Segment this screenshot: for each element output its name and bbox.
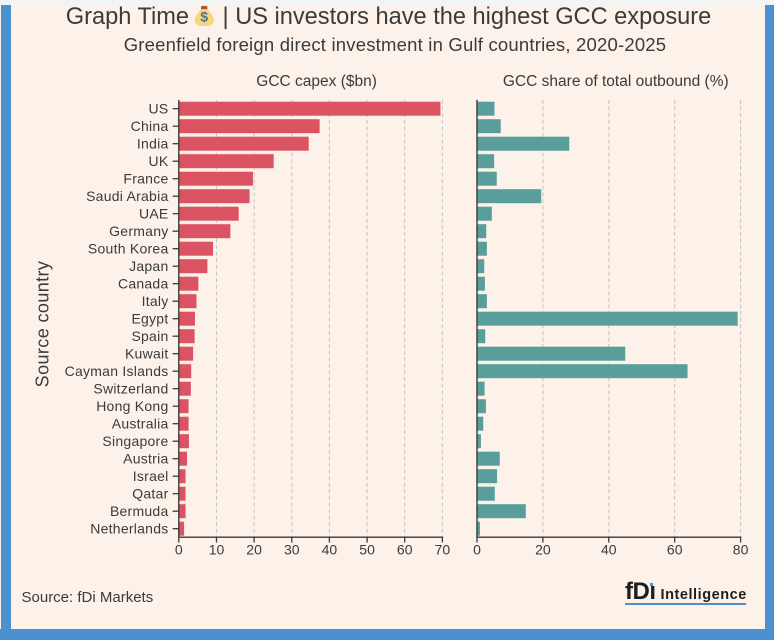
- svg-text:40: 40: [322, 542, 338, 558]
- svg-text:Kuwait: Kuwait: [125, 345, 169, 361]
- svg-text:GCC share of total outbound (%: GCC share of total outbound (%): [503, 73, 729, 90]
- svg-text:Israel: Israel: [133, 468, 169, 484]
- svg-text:Italy: Italy: [142, 293, 169, 309]
- svg-text:Hong Kong: Hong Kong: [96, 398, 168, 414]
- svg-text:20: 20: [535, 542, 551, 558]
- svg-text:30: 30: [284, 542, 300, 558]
- svg-text:Japan: Japan: [129, 258, 168, 274]
- svg-text:60: 60: [397, 542, 413, 558]
- svg-text:China: China: [131, 118, 169, 134]
- svg-text:20: 20: [246, 542, 262, 558]
- svg-text:Source country: Source country: [33, 261, 53, 388]
- svg-text:10: 10: [209, 542, 225, 558]
- svg-text:Singapore: Singapore: [102, 433, 168, 449]
- svg-text:France: France: [123, 170, 168, 186]
- svg-text:0: 0: [473, 542, 481, 558]
- svg-text:UK: UK: [149, 153, 169, 169]
- svg-text:Australia: Australia: [112, 415, 169, 431]
- svg-text:UAE: UAE: [139, 205, 169, 221]
- svg-text:60: 60: [667, 542, 683, 558]
- svg-text:Cayman Islands: Cayman Islands: [65, 363, 169, 379]
- svg-text:$: $: [200, 9, 208, 25]
- svg-text:0: 0: [175, 542, 183, 558]
- svg-text:India: India: [137, 135, 169, 151]
- svg-text:70: 70: [435, 542, 451, 558]
- svg-text:US: US: [149, 100, 169, 116]
- svg-text:GCC capex ($bn): GCC capex ($bn): [256, 73, 377, 90]
- svg-text:South Korea: South Korea: [88, 240, 169, 256]
- svg-text:Saudi Arabia: Saudi Arabia: [86, 188, 168, 204]
- svg-text:50: 50: [359, 542, 375, 558]
- svg-text:Germany: Germany: [109, 223, 168, 239]
- svg-text:80: 80: [733, 542, 749, 558]
- svg-text:Egypt: Egypt: [131, 310, 168, 326]
- svg-text:40: 40: [601, 542, 617, 558]
- svg-text:Austria: Austria: [123, 450, 168, 466]
- svg-text:Qatar: Qatar: [132, 485, 168, 501]
- svg-text:Switzerland: Switzerland: [93, 380, 168, 396]
- svg-text:Canada: Canada: [118, 275, 169, 291]
- svg-text:Spain: Spain: [131, 328, 168, 344]
- svg-text:Bermuda: Bermuda: [110, 503, 169, 519]
- svg-text:Netherlands: Netherlands: [90, 520, 168, 536]
